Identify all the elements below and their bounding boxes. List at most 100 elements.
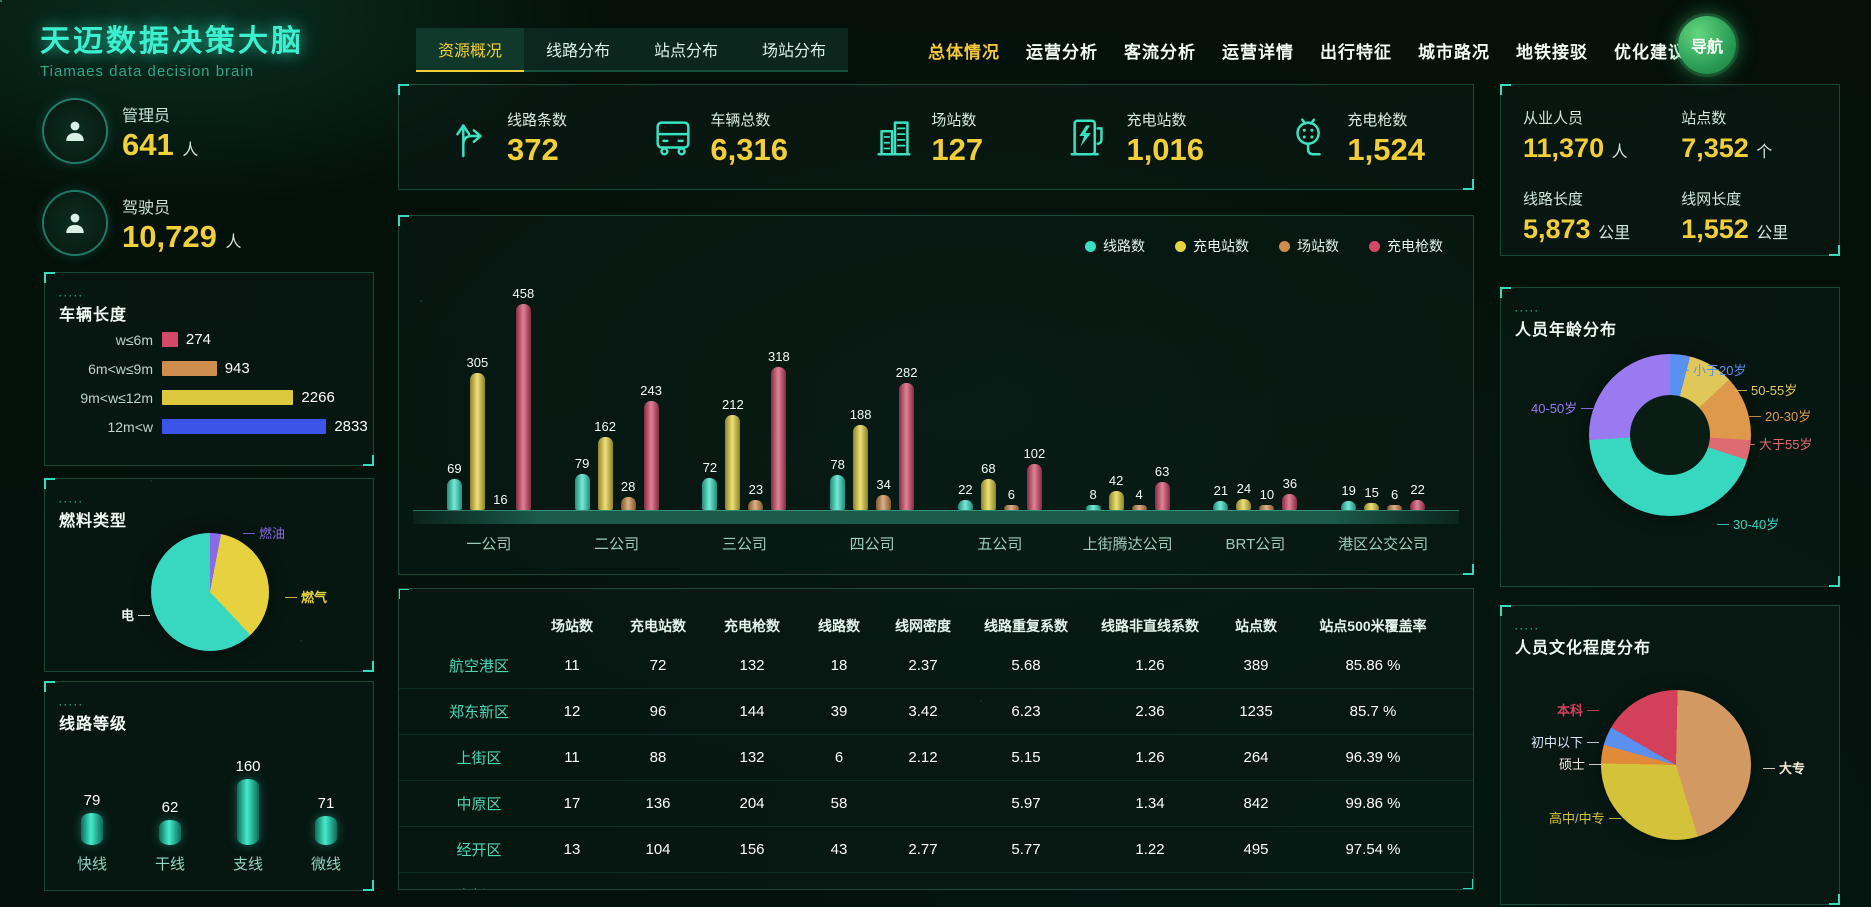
table-row: 上街区 11 88 132 6 2.12 5.15 1.26 264 96.39 % bbox=[399, 734, 1473, 780]
menu-item-optimization[interactable]: 优化建议 bbox=[1614, 43, 1686, 62]
menu-item-passenger-flow[interactable]: 客流分析 bbox=[1124, 43, 1196, 62]
tab-depot-distribution[interactable]: 场站分布 bbox=[740, 28, 849, 72]
stat-text: 车辆总数 6,316 bbox=[710, 109, 788, 165]
hbar-value: 2833 bbox=[334, 418, 368, 435]
summary-item-employees: 从业人员 11,370 人 bbox=[1523, 107, 1681, 162]
menu-item-operation-analysis[interactable]: 运营分析 bbox=[1026, 43, 1098, 62]
stat-depots: 场站数 127 bbox=[871, 109, 983, 165]
summary-item-stops: 站点数 7,352 个 bbox=[1681, 107, 1825, 162]
bar-col: 36 bbox=[1281, 280, 1299, 510]
bar-col: 68 bbox=[979, 280, 997, 510]
menu-item-travel-characteristics[interactable]: 出行特征 bbox=[1320, 43, 1392, 62]
bar-value: 22 bbox=[958, 482, 973, 498]
driver-label: 驾驶员 bbox=[122, 200, 171, 217]
cylinder-col: 71 微线 bbox=[294, 795, 358, 874]
cylinder-bar bbox=[159, 819, 181, 845]
admin-person-icon bbox=[44, 100, 106, 162]
bar bbox=[830, 474, 846, 510]
app-title: 天迈数据决策大脑 bbox=[40, 25, 304, 58]
education-label: 高中/中专 bbox=[1549, 808, 1621, 827]
legend-item-depots[interactable]: 场站数 bbox=[1279, 236, 1339, 256]
menu-item-metro-connection[interactable]: 地铁接驳 bbox=[1516, 43, 1588, 62]
education-label: 初中以下 bbox=[1531, 732, 1599, 751]
bar-value: 305 bbox=[466, 354, 489, 370]
stat-text: 充电站数 1,016 bbox=[1126, 109, 1204, 165]
line-level-title: 线路等级 bbox=[59, 700, 127, 734]
bar-col: 21 bbox=[1212, 280, 1230, 510]
bar bbox=[1387, 505, 1403, 510]
fuel-type-title: 燃料类型 bbox=[59, 497, 127, 531]
corner-accent bbox=[363, 455, 374, 466]
bar-col: 34 bbox=[875, 280, 893, 510]
education-title: 人员文化程度分布 bbox=[1515, 624, 1651, 658]
legend-item-charging-guns[interactable]: 充电枪数 bbox=[1369, 236, 1443, 256]
table-row: 航空港区 11 72 132 18 2.37 5.68 1.26 389 85.86 % bbox=[399, 643, 1473, 688]
bar bbox=[469, 372, 485, 510]
summary-value: 5,873 bbox=[1523, 214, 1591, 244]
district-table-panel: 场站数 充电站数 充电枪数 线路数 线网密度 线路重复系数 线路非直线系数 站点… bbox=[398, 588, 1474, 890]
bar-value: 22 bbox=[1410, 482, 1425, 498]
menu-item-city-traffic[interactable]: 城市路况 bbox=[1418, 43, 1490, 62]
corner-accent bbox=[363, 661, 374, 672]
tab-stop-distribution[interactable]: 站点分布 bbox=[632, 28, 741, 72]
fuel-pie-chart bbox=[151, 533, 269, 651]
fuel-label-gas: 燃气 bbox=[285, 587, 327, 606]
age-label: 40-50岁 bbox=[1531, 398, 1593, 417]
corner-accent bbox=[1829, 245, 1840, 256]
cylinder-col: 79 快线 bbox=[60, 792, 124, 874]
bar-group: 69 305 16 458 bbox=[445, 280, 534, 510]
bar bbox=[1108, 491, 1124, 510]
bar bbox=[1364, 503, 1380, 510]
corner-accent bbox=[363, 880, 374, 891]
legend-item-charging-stations[interactable]: 充电站数 bbox=[1175, 236, 1249, 256]
row-name: 高新区 bbox=[425, 885, 533, 889]
age-donut-chart bbox=[1589, 354, 1751, 516]
bar-col: 212 bbox=[722, 280, 744, 510]
category-label: 五公司 bbox=[977, 536, 1023, 553]
summary-panel: 从业人员 11,370 人 站点数 7,352 个 线路长度 5,873 公里 … bbox=[1500, 84, 1840, 256]
admin-unit: 人 bbox=[182, 142, 199, 159]
bar-group: 21 24 10 36 bbox=[1212, 280, 1299, 510]
driver-value: 10,729 人 bbox=[122, 221, 241, 252]
corner-accent bbox=[44, 478, 55, 489]
bar-value: 282 bbox=[895, 365, 918, 381]
vehicle-length-panel: 车辆长度 w≤6m 274 6m<w≤9m 943 9m<w≤12m 2266 … bbox=[44, 272, 374, 466]
charging-station-icon bbox=[1070, 119, 1104, 156]
corner-accent bbox=[1829, 894, 1840, 905]
category-label: BRT公司 bbox=[1225, 536, 1286, 553]
nav-button[interactable]: 导航 bbox=[1678, 16, 1736, 74]
menu-item-operation-detail[interactable]: 运营详情 bbox=[1222, 43, 1294, 62]
person-icon bbox=[66, 121, 84, 141]
bar-col: 162 bbox=[594, 280, 616, 510]
legend-item-lines[interactable]: 线路数 bbox=[1085, 236, 1145, 256]
corner-accent bbox=[1463, 564, 1474, 575]
cylinder-col: 62 干线 bbox=[138, 799, 202, 874]
stat-value: 372 bbox=[507, 132, 559, 167]
bar-col: 28 bbox=[619, 280, 637, 510]
stat-label: 充电站数 bbox=[1126, 112, 1187, 129]
hbar-row: w≤6m 274 bbox=[55, 325, 363, 354]
tab-line-distribution[interactable]: 线路分布 bbox=[524, 28, 633, 72]
col-header: 线路数 bbox=[818, 618, 860, 634]
bar-value: 42 bbox=[1108, 473, 1124, 489]
bar-group: 22 68 6 102 bbox=[956, 280, 1045, 510]
menu-item-overall[interactable]: 总体情况 bbox=[928, 43, 1000, 62]
route-fork-icon bbox=[456, 124, 482, 158]
bar-col: 15 bbox=[1363, 280, 1381, 510]
legend-dot bbox=[1085, 240, 1096, 252]
row-name: 中原区 bbox=[456, 796, 502, 813]
bar-col: 305 bbox=[466, 280, 489, 510]
category-label: 上街腾达公司 bbox=[1082, 536, 1173, 553]
bar-col: 8 bbox=[1084, 280, 1102, 510]
bar-value: 28 bbox=[620, 479, 636, 495]
corner-accent bbox=[1463, 179, 1474, 190]
col-header: 充电枪数 bbox=[724, 618, 780, 634]
tab-resource-overview[interactable]: 资源概况 bbox=[416, 28, 525, 72]
bar bbox=[515, 303, 531, 510]
bar-value: 36 bbox=[1282, 475, 1298, 491]
bar bbox=[980, 479, 996, 510]
bar-value: 78 bbox=[830, 456, 845, 472]
bar bbox=[853, 425, 869, 510]
summary-unit: 个 bbox=[1756, 144, 1773, 161]
bar-col: 6 bbox=[1386, 280, 1404, 510]
